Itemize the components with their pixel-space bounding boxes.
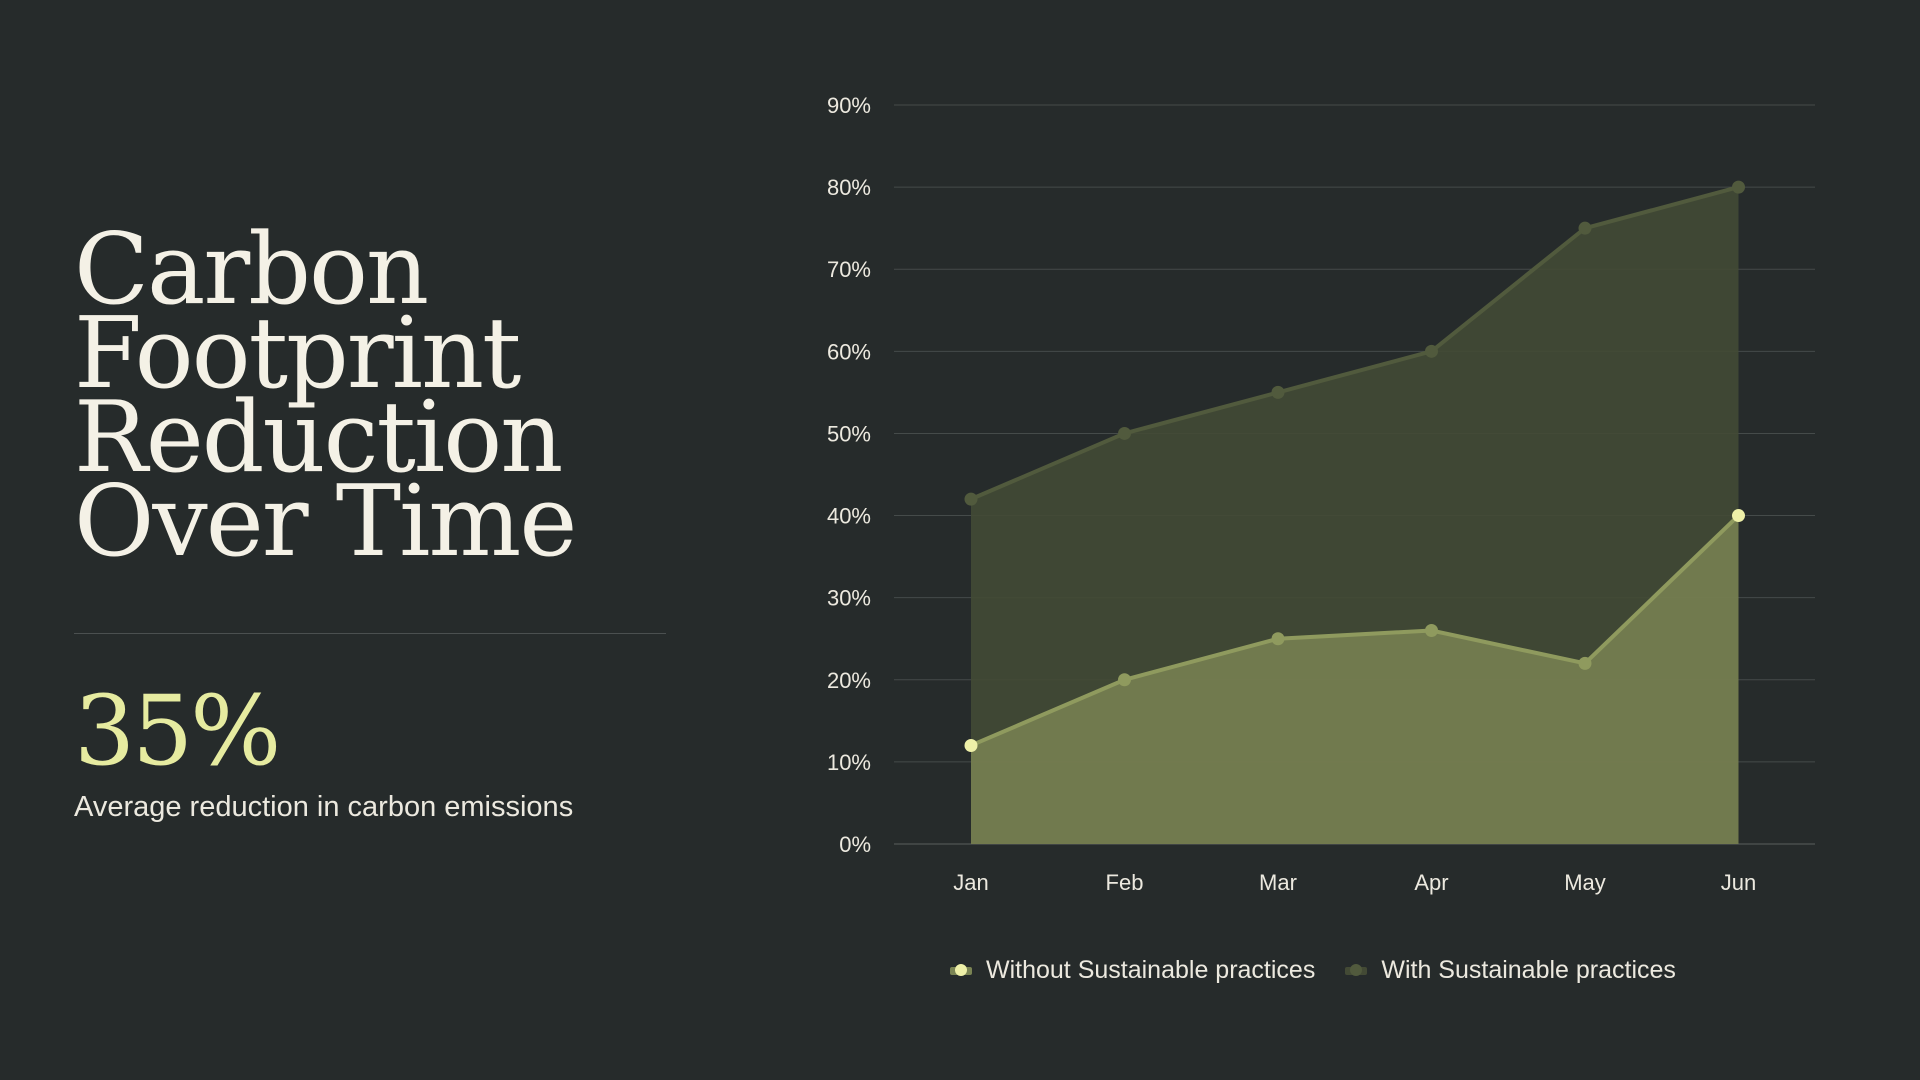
stat-label: Average reduction in carbon emissions [74,791,574,823]
point-with-sustainable [1425,344,1438,358]
point-without-sustainable [1271,632,1285,646]
stat-value: 35% [74,675,281,787]
left-panel: Carbon Footprint Reduction Over Time 35%… [74,0,668,1080]
legend-marker-with [1345,961,1368,979]
line-without-sustainable [970,514,1740,748]
title-line: Over Time [74,465,577,579]
area-without-sustainable [971,515,1739,844]
y-tick-label: 70% [827,257,871,282]
title-line: Footprint [74,297,521,411]
page-title: Carbon Footprint Reduction Over Time [74,213,674,579]
x-tick-label: Mar [1259,870,1297,895]
point-with-sustainable [964,492,978,506]
y-tick-label: 0% [839,832,871,857]
divider [74,633,666,634]
point-without-sustainable [964,738,978,752]
y-tick-label: 80% [827,175,871,200]
y-tick-label: 60% [827,339,871,364]
title-line: Carbon [74,213,429,327]
x-tick-label: May [1564,870,1606,895]
point-without-sustainable [1578,656,1592,670]
legend-marker-without [950,961,972,979]
y-tick-label: 10% [827,750,871,775]
y-tick-label: 40% [827,504,871,529]
legend-label-without: Without Sustainable practices [986,955,1316,984]
y-tick-label: 50% [827,421,871,446]
legend-label-with: With Sustainable practices [1381,955,1676,984]
line-with-sustainable [970,185,1740,501]
legend-item-with[interactable]: With Sustainable practices [1345,956,1676,985]
x-tick-label: Jun [1721,870,1756,895]
point-with-sustainable [1732,180,1745,194]
point-without-sustainable [1118,673,1131,687]
point-with-sustainable [1118,426,1131,440]
chart-legend: Without Sustainable practices With Susta… [950,950,1676,990]
point-without-sustainable [1425,624,1438,638]
y-tick-label: 30% [827,586,871,611]
point-with-sustainable [1578,221,1592,235]
x-tick-label: Apr [1414,870,1448,895]
title-line: Reduction [74,381,563,495]
x-tick-label: Jan [953,870,988,895]
x-tick-label: Feb [1106,870,1144,895]
point-with-sustainable [1271,385,1285,399]
legend-item-without[interactable]: Without Sustainable practices [950,956,1315,985]
y-tick-label: 90% [827,93,871,118]
y-tick-label: 20% [827,668,871,693]
point-without-sustainable [1732,509,1745,523]
